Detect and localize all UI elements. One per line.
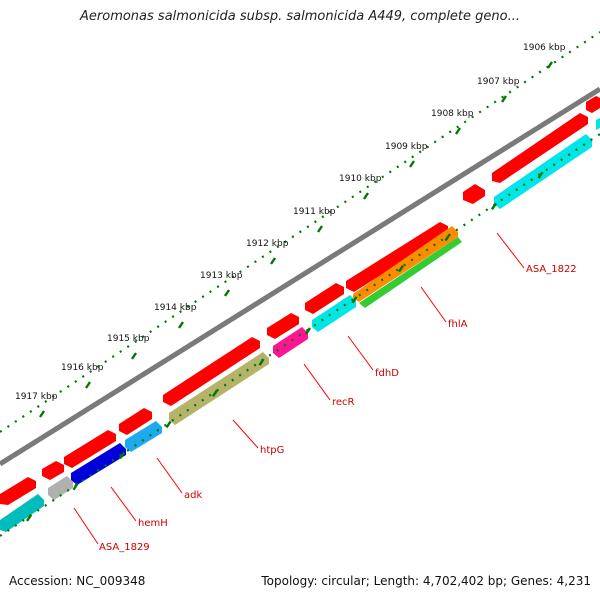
gene-arrow-htpg[interactable] bbox=[163, 337, 260, 406]
ruler-labels: 1906 kbp 1907 kbp 1908 kbp 1909 kbp 1910 kbp… bbox=[15, 43, 566, 402]
ruler-dots-inner bbox=[0, 133, 600, 537]
topology-text: Topology: circular; Length: 4,702,402 bp… bbox=[261, 574, 591, 588]
gene-arrow-recr[interactable] bbox=[267, 313, 299, 339]
ruler-major-tick bbox=[547, 61, 553, 69]
gene-label-adk[interactable]: adk bbox=[184, 490, 202, 501]
inner-ruler-tick bbox=[305, 327, 311, 335]
leader-recr bbox=[303, 363, 331, 401]
ruler-major-tick bbox=[270, 257, 276, 265]
inner-ticks bbox=[26, 171, 544, 522]
ruler-label: 1916 kbp bbox=[61, 363, 104, 373]
ruler-label: 1910 kbp bbox=[339, 174, 382, 184]
ruler-label: 1913 kbp bbox=[200, 271, 243, 281]
inner-ruler-tick bbox=[537, 171, 544, 179]
inner-ruler-tick bbox=[212, 389, 218, 397]
leader-fdhd bbox=[347, 335, 374, 371]
leader-adk bbox=[156, 457, 183, 494]
feature-track bbox=[0, 118, 600, 532]
feature-lightblue-adk[interactable] bbox=[125, 421, 162, 452]
leader-htpg bbox=[232, 419, 259, 449]
ruler-major-tick bbox=[409, 160, 415, 168]
inner-ruler-tick bbox=[119, 451, 125, 460]
feature-cyan-asa1822[interactable] bbox=[494, 134, 592, 209]
ruler-major-tick bbox=[224, 289, 230, 297]
genome-backbone bbox=[0, 86, 600, 467]
ruler-major-tick bbox=[131, 352, 137, 360]
feature-blue-hemh[interactable] bbox=[71, 443, 126, 485]
inner-ruler-tick bbox=[165, 420, 172, 429]
ruler-dots-outer bbox=[0, 31, 600, 433]
ruler-label: 1912 kbp bbox=[246, 239, 289, 249]
gene-arrow-asa1822-upper[interactable] bbox=[492, 113, 588, 183]
ruler-label: 1906 kbp bbox=[523, 43, 566, 53]
gene-label-hemh[interactable]: hemH bbox=[138, 518, 168, 529]
leader-fhla bbox=[420, 286, 447, 323]
feature-teal-left-edge[interactable] bbox=[0, 494, 44, 532]
inner-ruler-tick bbox=[398, 264, 404, 273]
gene-arrow-hemh[interactable] bbox=[64, 430, 116, 468]
ruler-label: 1915 kbp bbox=[107, 334, 150, 344]
map-title: Aeromonas salmonicida subsp. salmonicida… bbox=[80, 9, 520, 24]
inner-ruler-tick bbox=[72, 483, 79, 491]
ruler-major-tick bbox=[363, 192, 369, 200]
gene-arrow-fhla[interactable] bbox=[346, 222, 448, 292]
gene-label-fhla[interactable]: fhlA bbox=[448, 319, 468, 330]
feature-cyan-right-edge[interactable] bbox=[596, 118, 600, 130]
feature-olive-htpg[interactable] bbox=[169, 352, 269, 425]
ruler-label: 1909 kbp bbox=[385, 142, 428, 152]
gene-label-asa1822[interactable]: ASA_1822 bbox=[526, 264, 577, 275]
leader-asa1822 bbox=[496, 232, 525, 269]
ruler-label: 1914 kbp bbox=[154, 303, 197, 313]
ruler-label: 1907 kbp bbox=[477, 77, 520, 87]
inner-ruler-tick bbox=[444, 233, 451, 242]
gene-arrow-fdhd[interactable] bbox=[305, 283, 344, 314]
ruler-major-tick bbox=[455, 127, 461, 135]
ruler-label: 1917 kbp bbox=[15, 392, 58, 402]
ruler-label: 1908 kbp bbox=[431, 109, 474, 119]
gene-arrow-adk[interactable] bbox=[119, 408, 152, 435]
gene-label-fdhd[interactable]: fdhD bbox=[375, 368, 399, 379]
ruler-label: 1911 kbp bbox=[293, 207, 336, 217]
ruler-major-tick bbox=[317, 225, 323, 233]
label-leaders bbox=[73, 232, 525, 545]
gene-arrow-left-edge[interactable] bbox=[0, 477, 36, 505]
gene-labels: ASA_1822 fhlA fdhD recR htpG adk hemH AS… bbox=[99, 264, 577, 553]
inner-ruler-tick bbox=[26, 514, 32, 522]
leader-hemh bbox=[110, 486, 137, 522]
forward-strand-genes bbox=[0, 96, 600, 505]
ruler-ticks bbox=[39, 61, 553, 418]
ruler-major-tick bbox=[178, 321, 184, 329]
accession-text: Accession: NC_009348 bbox=[9, 574, 146, 588]
gene-label-htpg[interactable]: htpG bbox=[260, 445, 284, 456]
inner-ruler-tick bbox=[351, 296, 358, 304]
ruler-major-tick bbox=[501, 95, 507, 103]
inner-ruler-tick bbox=[258, 358, 265, 366]
gene-arrow-asa1829-small[interactable] bbox=[42, 461, 64, 480]
feature-gray-asa1829[interactable] bbox=[48, 476, 73, 500]
gene-arrow-far-right[interactable] bbox=[586, 96, 600, 113]
gene-label-recr[interactable]: recR bbox=[332, 397, 355, 408]
gene-label-asa1829[interactable]: ASA_1829 bbox=[99, 542, 150, 553]
ruler-major-tick bbox=[85, 381, 91, 389]
ruler-major-tick bbox=[39, 410, 45, 418]
leader-asa1829 bbox=[73, 507, 99, 545]
feature-orange-fhla[interactable] bbox=[353, 226, 458, 302]
inner-ruler-tick bbox=[491, 202, 497, 211]
gene-arrow-asa1822-small[interactable] bbox=[463, 184, 485, 204]
feature-green-fhla[interactable] bbox=[359, 237, 462, 308]
